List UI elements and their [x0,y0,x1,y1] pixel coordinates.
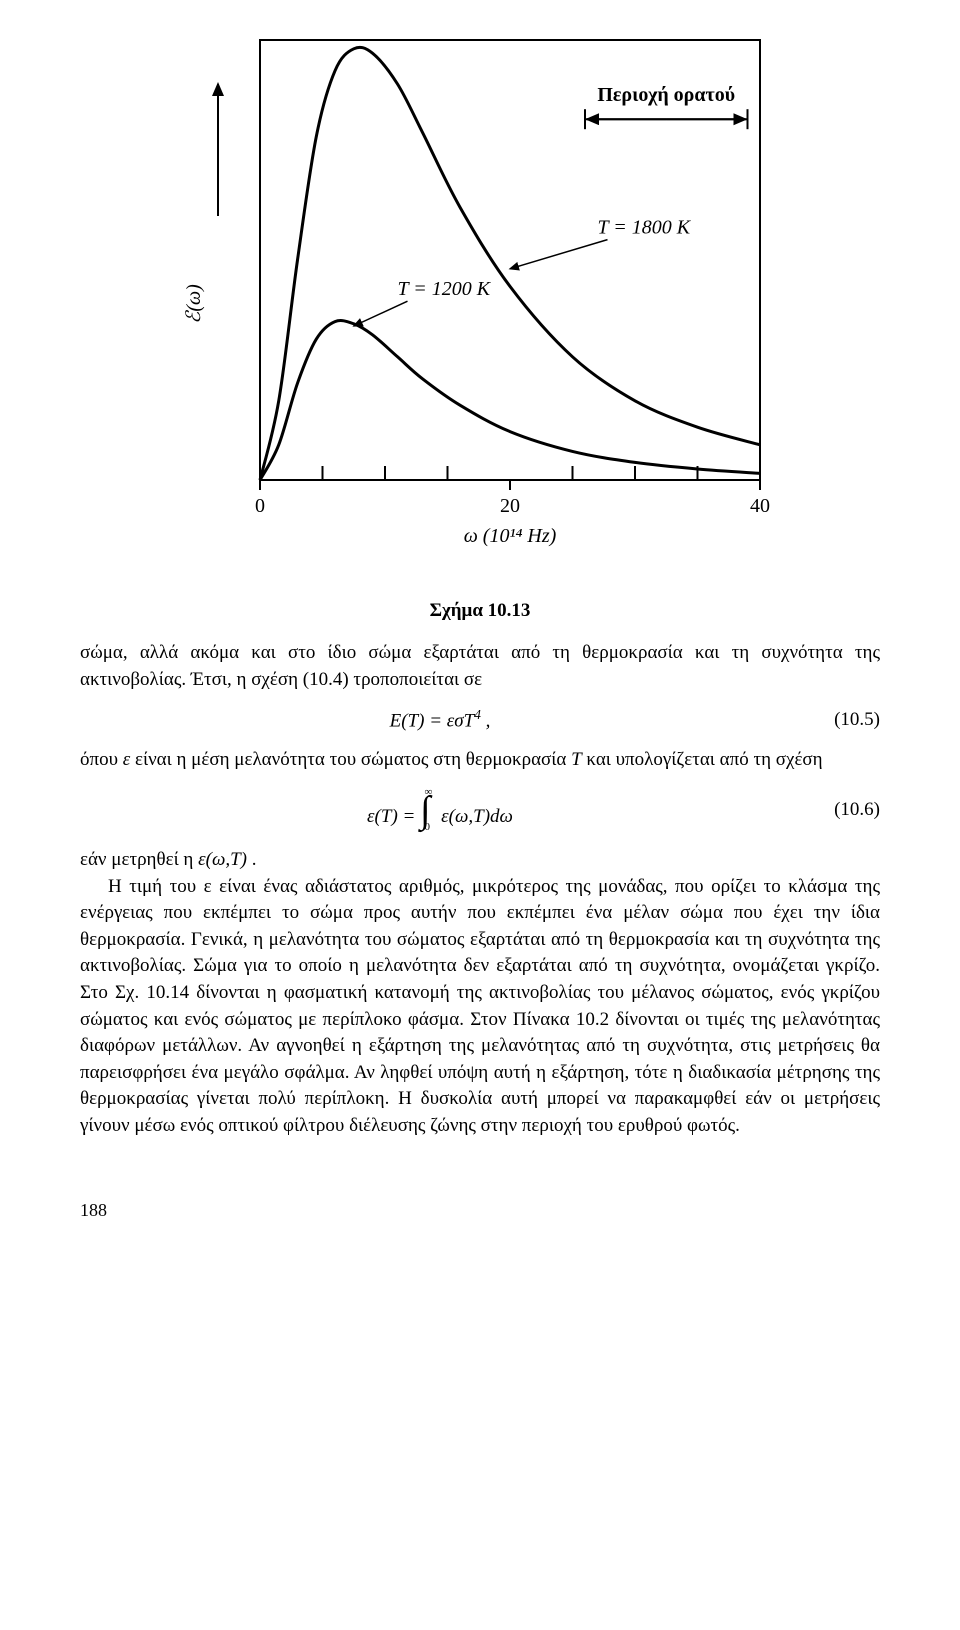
para2-a: όπου [80,749,123,770]
svg-text:Περιοχή ορατού: Περιοχή ορατού [597,84,735,106]
equation-10-5-text: E(T) = εσT4 , [390,707,491,732]
equation-10-5: E(T) = εσT4 , (10.5) [80,707,880,732]
para3-eps: ε(ω,Τ) [198,849,247,870]
equation-10-6-number: (10.6) [800,799,880,821]
svg-text:0: 0 [255,495,265,517]
paragraph-2: όπου ε είναι η μέση μελανότητα του σώματ… [80,747,880,774]
figure-10-13: ℰ(ω) 0 20 40 ω (10¹⁴ Hz) T = 1200 K T = 1800 K… [80,20,880,580]
paragraph-3: εάν μετρηθεί η ε(ω,Τ) . [80,847,880,874]
svg-text:20: 20 [500,495,520,517]
spectral-emission-chart: ℰ(ω) 0 20 40 ω (10¹⁴ Hz) T = 1200 K T = 1800 K… [170,20,790,580]
equation-10-5-number: (10.5) [800,709,880,731]
para3-a: εάν μετρηθεί η [80,849,198,870]
page-number: 188 [80,1200,880,1221]
figure-caption: Σχήμα 10.13 [80,600,880,622]
para2-c: και υπολογίζεται από τη σχέση [582,749,823,770]
equation-10-6-text: ε(T) = ∫ ∞ 0 ε(ω,T)dω [367,787,513,833]
para2-T: Τ [571,749,582,770]
para2-b: είναι η μέση μελανότητα του σώματος στη … [130,749,571,770]
svg-text:40: 40 [750,495,770,517]
paragraph-1: σώμα, αλλά ακόμα και στο ίδιο σώμα εξαρτ… [80,640,880,693]
para3-b: . [247,849,257,870]
paragraph-4: Η τιμή του ε είναι ένας αδιάστατος αριθμ… [80,874,880,1140]
svg-text:T = 1200 K: T = 1200 K [398,278,492,300]
svg-text:ω (10¹⁴ Hz): ω (10¹⁴ Hz) [464,525,557,547]
svg-text:T = 1800 K: T = 1800 K [598,217,692,239]
svg-text:ℰ(ω): ℰ(ω) [183,284,205,324]
equation-10-6: ε(T) = ∫ ∞ 0 ε(ω,T)dω (10.6) [80,787,880,833]
